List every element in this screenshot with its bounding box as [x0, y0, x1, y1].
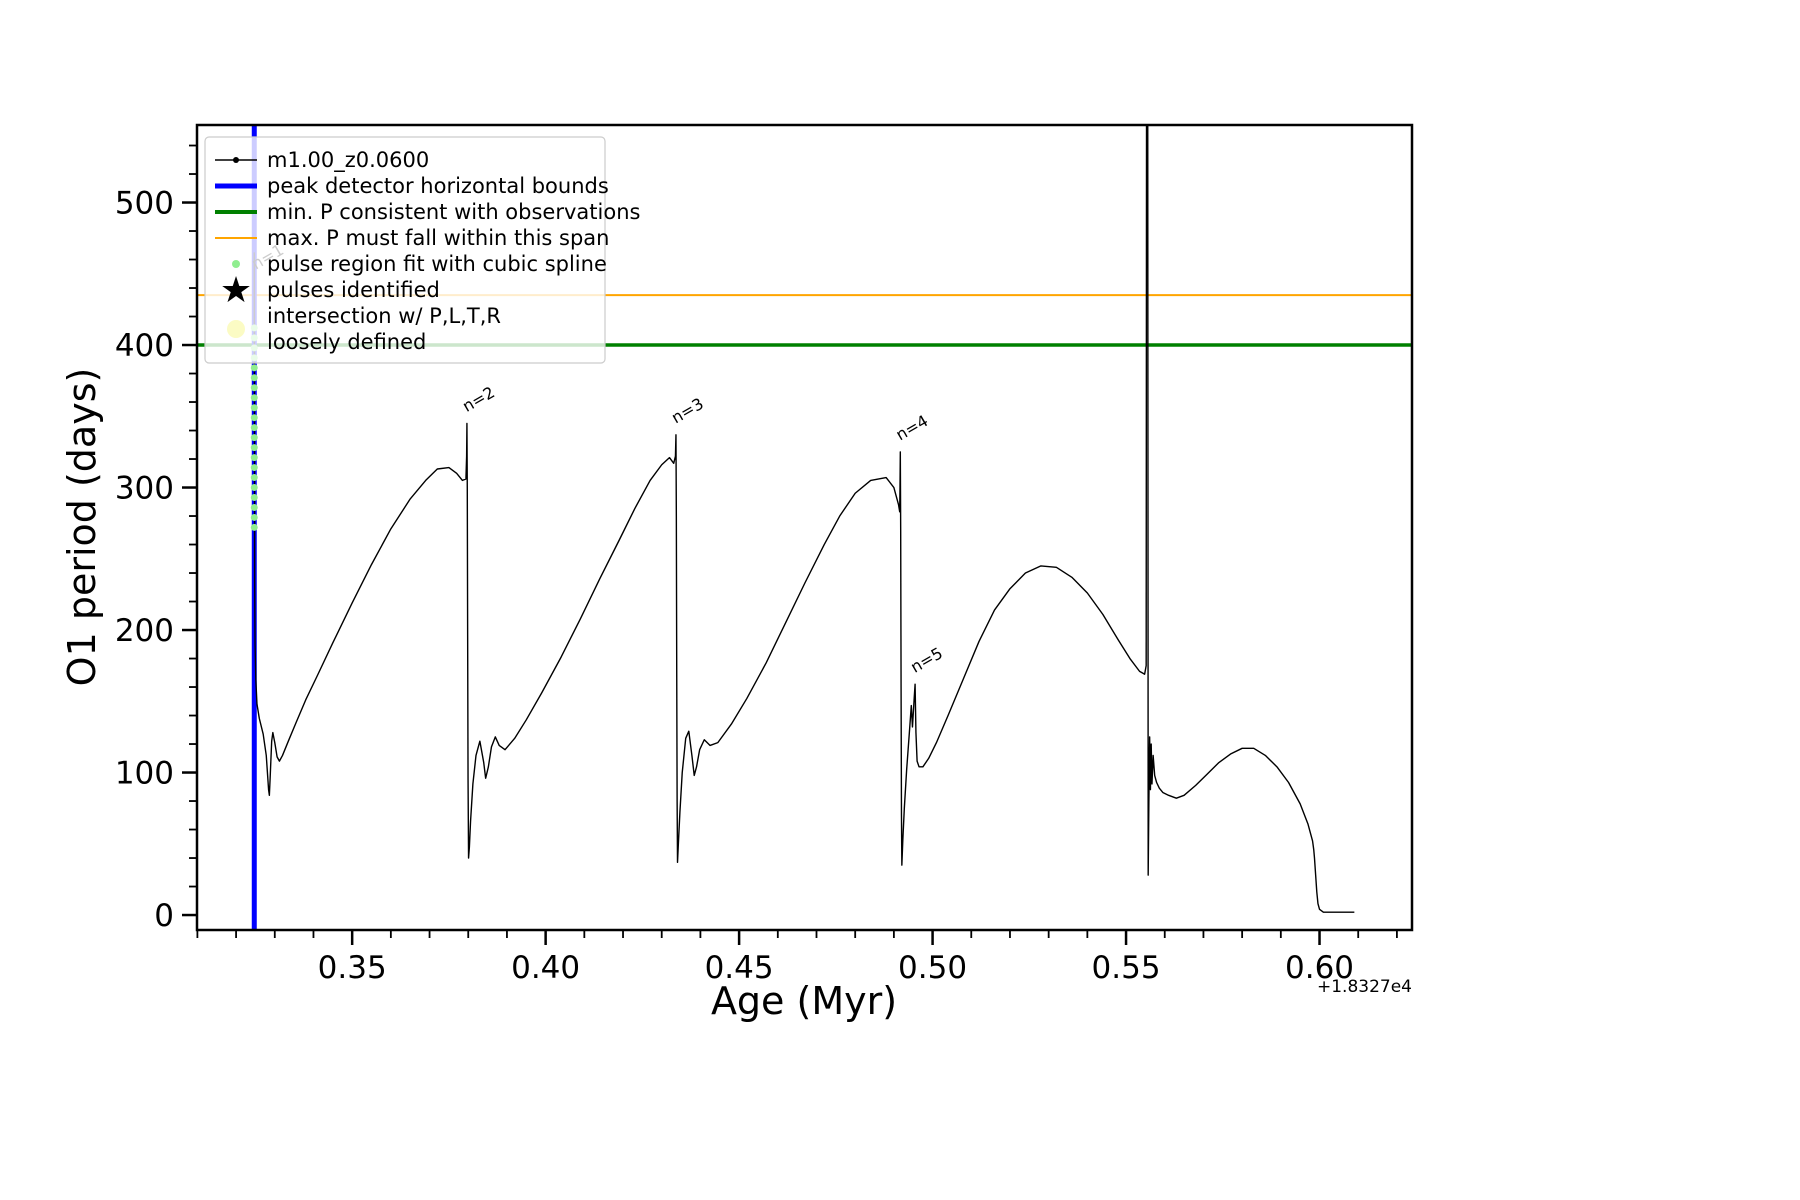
pulse-region-fit-with-cubic-spline-dot [250, 523, 258, 531]
pulse-annotation-n=4: n=4 [893, 411, 932, 444]
pulse-region-fit-with-cubic-spline-dot [250, 404, 258, 412]
pulse-region-fit-with-cubic-spline-dot [250, 464, 258, 472]
x-tick-label: 0.40 [511, 950, 580, 986]
pulse-region-fit-with-cubic-spline-dot [250, 384, 258, 392]
pulse-annotation-n=5: n=5 [907, 643, 946, 676]
legend-label-6: intersection w/ P,L,T,R [267, 304, 501, 328]
x-tick-label: 0.60 [1285, 950, 1354, 986]
y-tick-label: 0 [154, 898, 174, 934]
pulse-region-fit-with-cubic-spline-dot [250, 503, 258, 511]
legend-marker-dot [232, 260, 240, 268]
pulse-region-fit-with-cubic-spline-dot [250, 484, 258, 492]
y-tick-label: 200 [115, 613, 174, 649]
x-tick-label: 0.55 [1092, 950, 1161, 986]
pulse-region-fit-with-cubic-spline-dot [250, 494, 258, 502]
pulse-region-fit-with-cubic-spline-dot [250, 364, 258, 372]
legend-label-0: m1.00_z0.0600 [267, 148, 429, 173]
axes-spines [195, 123, 1414, 932]
x-tick-label: 0.45 [705, 950, 774, 986]
pulse-region-fit-with-cubic-spline-dot [250, 394, 258, 402]
legend-frame [204, 136, 606, 364]
pulse-annotation-n=3: n=3 [668, 394, 707, 427]
y-tick-label: 500 [115, 186, 174, 222]
legend-marker-dot [233, 157, 239, 163]
pulse-region-fit-with-cubic-spline-dot [250, 374, 258, 382]
pulse-annotation-n=2: n=2 [459, 383, 498, 416]
pulse-region-fit-with-cubic-spline-dot [250, 454, 258, 462]
y-tick-label: 300 [115, 471, 174, 507]
pulse-region-fit-with-cubic-spline-dot [250, 434, 258, 442]
x-axis-label: Age (Myr) [711, 979, 897, 1023]
pulse-region-fit-with-cubic-spline-dot [250, 444, 258, 452]
legend-label-2: min. P consistent with observations [267, 200, 640, 224]
y-tick-label: 400 [115, 328, 174, 364]
legend-label-1: peak detector horizontal bounds [267, 174, 609, 198]
x-tick-label: 0.50 [898, 950, 967, 986]
legend-label-6: loosely defined [267, 330, 426, 354]
x-tick-label: 0.35 [318, 950, 387, 986]
legend-marker-dot [227, 320, 245, 338]
pulse-region-fit-with-cubic-spline-dot [250, 424, 258, 432]
legend-label-5: pulses identified [267, 278, 440, 302]
series-m1.00_z0.0600 [253, 125, 1355, 913]
pulse-region-fit-with-cubic-spline-dot [250, 474, 258, 482]
pulse-region-fit-with-cubic-spline-dot [250, 513, 258, 521]
pulse-region-fit-with-cubic-spline-dot [250, 414, 258, 422]
x-axis-offset-text: +1.8327e4 [1317, 977, 1412, 997]
y-tick-label: 100 [115, 756, 174, 792]
legend-marker-star-icon: ★ [220, 270, 252, 311]
y-axis-label: O1 period (days) [60, 368, 104, 687]
legend-label-4: pulse region fit with cubic spline [267, 252, 607, 276]
legend-label-3: max. P must fall within this span [267, 226, 609, 250]
